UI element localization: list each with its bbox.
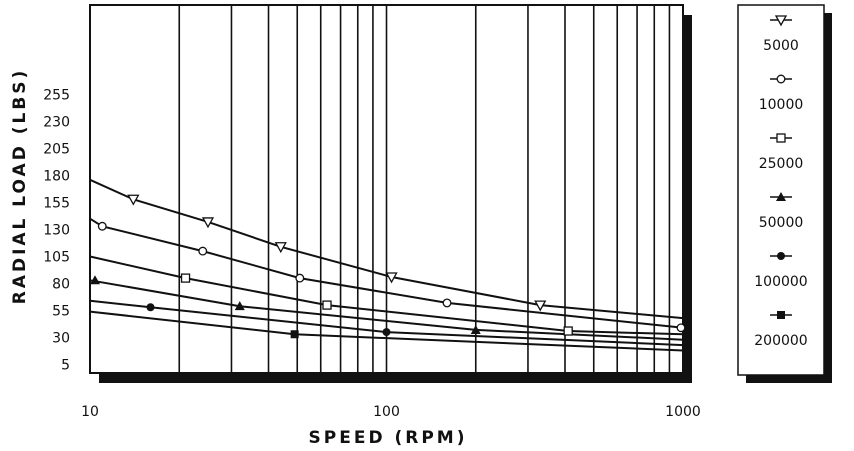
y-tick-label: 55 xyxy=(52,304,70,320)
data-point xyxy=(774,15,788,27)
x-tick-label: 1000 xyxy=(665,404,701,420)
data-point xyxy=(295,273,305,283)
data-point xyxy=(776,192,786,201)
x-tick-label: 10 xyxy=(81,404,99,420)
legend-label: 10000 xyxy=(759,97,804,113)
data-point xyxy=(470,324,481,334)
y-tick-label: 205 xyxy=(43,142,70,158)
x-axis-title: SPEED (RPM) xyxy=(309,428,468,448)
x-tick-label: 100 xyxy=(373,404,400,420)
legend-label: 50000 xyxy=(759,215,804,231)
data-point xyxy=(563,326,573,336)
data-point xyxy=(180,273,191,283)
data-point xyxy=(322,300,332,310)
legend-item: 50000 xyxy=(759,192,804,231)
legend-item: 100000 xyxy=(754,252,808,290)
data-point xyxy=(290,330,299,339)
data-point xyxy=(777,252,785,260)
y-tick-label: 30 xyxy=(52,331,70,347)
data-point xyxy=(382,328,391,337)
data-point xyxy=(97,221,107,231)
data-point xyxy=(201,217,215,229)
data-point xyxy=(776,74,786,84)
y-tick-label: 155 xyxy=(43,196,70,212)
data-point xyxy=(534,300,547,312)
legend-label: 200000 xyxy=(754,333,807,349)
series-line xyxy=(89,299,684,347)
data-point xyxy=(442,298,452,308)
legend-label: 25000 xyxy=(759,156,804,172)
y-tick-label: 80 xyxy=(52,277,70,293)
data-point xyxy=(234,301,245,311)
y-tick-label: 180 xyxy=(43,169,70,185)
y-tick-label: 230 xyxy=(43,115,70,131)
data-point xyxy=(146,303,155,312)
data-point xyxy=(776,133,786,143)
data-point xyxy=(676,323,686,333)
y-tick-label: 130 xyxy=(43,223,70,239)
y-axis-title: RADIAL LOAD (LBS) xyxy=(10,68,30,305)
y-tick-label: 105 xyxy=(43,250,70,266)
legend-item: 200000 xyxy=(754,311,808,349)
data-point xyxy=(777,311,785,319)
legend-item: 10000 xyxy=(759,74,804,113)
y-tick-label: 5 xyxy=(61,358,70,374)
legend-item: 5000 xyxy=(763,15,799,54)
data-point xyxy=(385,272,398,284)
legend-box xyxy=(737,4,825,376)
series-line xyxy=(89,279,684,341)
legend-item: 25000 xyxy=(759,133,804,172)
y-tick-label: 255 xyxy=(43,88,70,104)
data-point xyxy=(198,246,208,256)
data-point xyxy=(90,275,100,285)
data-point xyxy=(127,194,140,206)
legend-label: 5000 xyxy=(763,38,799,54)
data-point xyxy=(274,242,287,254)
legend-label: 100000 xyxy=(754,274,807,290)
legend: 5000 10000 25000 50000 100000 200000 xyxy=(737,4,832,383)
